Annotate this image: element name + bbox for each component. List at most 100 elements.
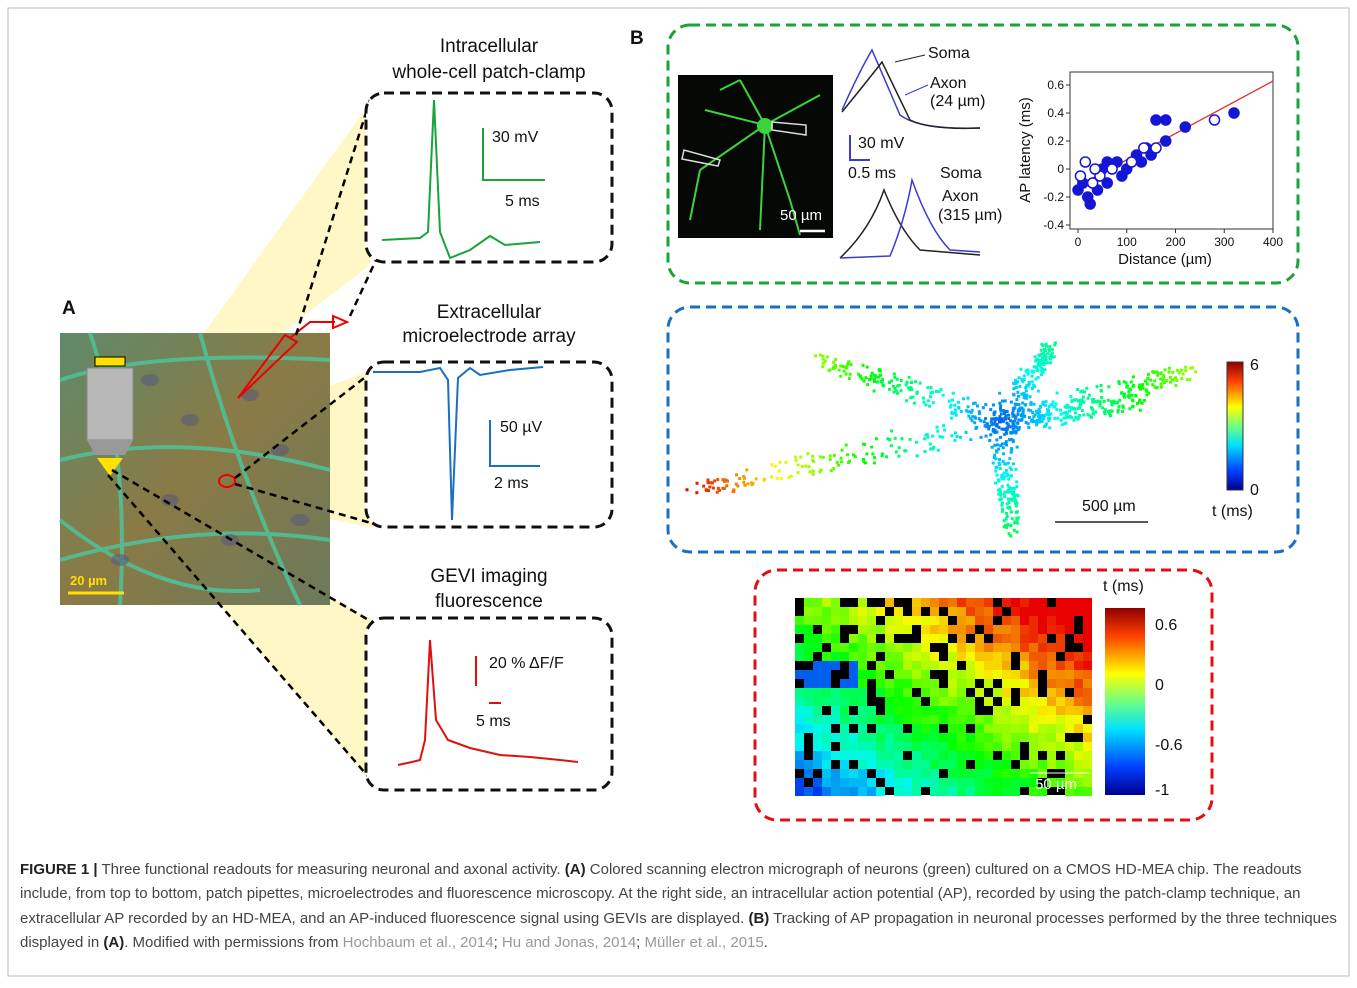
pixel xyxy=(1004,475,1007,478)
pixel xyxy=(831,688,840,697)
pixel xyxy=(743,477,746,480)
pixel xyxy=(1074,670,1083,679)
pixel xyxy=(975,778,984,787)
pixel xyxy=(976,404,979,407)
pixel xyxy=(993,643,1002,652)
pixel xyxy=(1009,534,1012,537)
pixel xyxy=(990,417,993,420)
citation[interactable]: Hochbaum et al., 2014 xyxy=(343,934,494,951)
citation[interactable]: Hu and Jonas, 2014 xyxy=(498,934,636,951)
pixel xyxy=(1085,387,1088,390)
pixel xyxy=(912,715,921,724)
pixel xyxy=(1043,414,1046,417)
pixel xyxy=(1038,625,1047,634)
caption: FIGURE 1 | Three functional readouts for… xyxy=(20,858,1338,955)
pixel xyxy=(867,751,876,760)
pixel xyxy=(1031,371,1034,374)
data-point xyxy=(1161,115,1171,125)
pixel xyxy=(831,751,840,760)
pixel xyxy=(1002,598,1011,607)
pixel xyxy=(1144,380,1147,383)
pixel xyxy=(948,742,957,751)
pixel xyxy=(1116,401,1119,404)
pixel xyxy=(948,733,957,742)
pixel xyxy=(1000,474,1003,477)
pixel xyxy=(1008,457,1011,460)
pixel xyxy=(867,652,876,661)
pixel xyxy=(942,394,945,397)
pixel xyxy=(1048,426,1051,429)
pixel xyxy=(831,778,840,787)
pixel xyxy=(1022,412,1025,415)
pixel xyxy=(1002,679,1011,688)
pixel xyxy=(1029,742,1038,751)
pixel xyxy=(1083,751,1092,760)
pixel xyxy=(876,742,885,751)
pixel xyxy=(1032,415,1035,418)
plot-frame xyxy=(1070,72,1273,229)
pixel xyxy=(755,477,758,480)
caption-text: . xyxy=(764,934,768,951)
pixel xyxy=(1037,390,1040,393)
pixel xyxy=(998,420,1001,423)
pixel xyxy=(984,417,987,420)
pixel xyxy=(1040,349,1043,352)
pixel xyxy=(1160,386,1163,389)
pixel xyxy=(1043,362,1046,365)
pixel xyxy=(1003,495,1006,498)
pixel xyxy=(894,437,897,440)
pixel xyxy=(909,438,912,441)
pixel xyxy=(1016,522,1019,525)
panel-label: A xyxy=(62,298,76,319)
citation[interactable]: Müller et al., 2015 xyxy=(640,934,763,951)
pixel xyxy=(1049,361,1052,364)
data-point xyxy=(1127,157,1137,167)
pixel xyxy=(822,625,831,634)
pixel xyxy=(804,670,813,679)
pixel xyxy=(1083,733,1092,742)
pixel xyxy=(1005,512,1008,515)
pixel xyxy=(966,697,975,706)
pixel xyxy=(1013,407,1016,410)
pixel xyxy=(849,697,858,706)
x-tick-label: 300 xyxy=(1214,235,1234,249)
data-point xyxy=(1075,171,1085,181)
pixel xyxy=(894,661,903,670)
pixel xyxy=(804,652,813,661)
pixel xyxy=(913,402,916,405)
pixel xyxy=(1029,679,1038,688)
pixel xyxy=(840,733,849,742)
pixel xyxy=(1091,398,1094,401)
pixel xyxy=(1065,661,1074,670)
pixel xyxy=(1053,417,1056,420)
blue-box xyxy=(668,307,1298,552)
pixel xyxy=(1165,379,1168,382)
pixel xyxy=(948,688,957,697)
pixel xyxy=(930,616,939,625)
pixel xyxy=(867,760,876,769)
pixel xyxy=(957,625,966,634)
pixel xyxy=(822,616,831,625)
pixel xyxy=(1029,724,1038,733)
pixel xyxy=(1006,474,1009,477)
pixel xyxy=(831,697,840,706)
pixel xyxy=(894,760,903,769)
pixel xyxy=(1009,475,1012,478)
trace-label: (315 µm) xyxy=(938,207,1002,224)
pixel xyxy=(795,652,804,661)
pixel xyxy=(975,742,984,751)
pixel xyxy=(848,377,851,380)
pixel xyxy=(1045,345,1048,348)
pixel xyxy=(867,706,876,715)
pixel xyxy=(894,742,903,751)
data-point xyxy=(1080,157,1090,167)
pixel xyxy=(819,455,822,458)
pixel xyxy=(1083,652,1092,661)
pixel xyxy=(1045,400,1048,403)
pixel xyxy=(885,760,894,769)
pixel xyxy=(1020,688,1029,697)
pixel xyxy=(1005,432,1008,435)
pixel xyxy=(804,643,813,652)
pixel xyxy=(984,598,993,607)
pixel xyxy=(1015,517,1018,520)
